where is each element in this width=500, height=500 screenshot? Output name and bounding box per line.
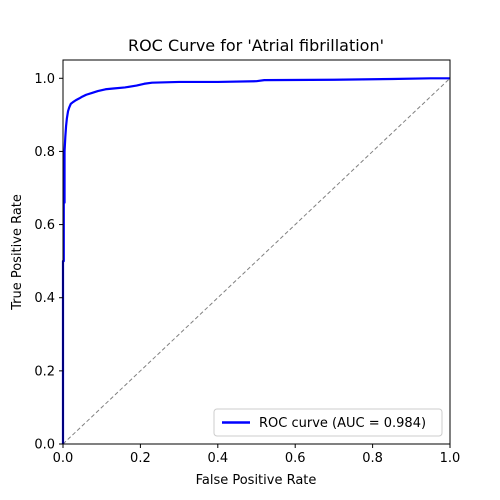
x-tick-label: 0.2 <box>130 451 151 466</box>
y-tick-label: 0.8 <box>34 145 55 160</box>
chance-diagonal-line <box>62 77 451 445</box>
plot-frame <box>62 59 451 445</box>
y-axis-label: True Positive Rate <box>10 194 25 311</box>
y-tick-label: 0.4 <box>34 291 55 306</box>
x-tick-label: 0.8 <box>362 451 383 466</box>
chart-title: ROC Curve for 'Atrial fibrillation' <box>128 36 384 55</box>
legend-box <box>213 408 443 437</box>
x-axis-label: False Positive Rate <box>196 473 317 488</box>
legend-label: ROC curve (AUC = 0.984) <box>259 416 426 431</box>
legend: ROC curve (AUC = 0.984) <box>213 408 443 437</box>
x-tick-label: 0.4 <box>207 451 228 466</box>
y-tick-label: 0.0 <box>34 438 55 453</box>
y-tick-label: 1.0 <box>34 72 55 87</box>
roc-curve-line <box>61 77 450 444</box>
x-tick-label: 0.0 <box>53 451 74 466</box>
x-tick-label: 1.0 <box>440 451 461 466</box>
y-tick-label: 0.6 <box>34 218 55 233</box>
x-tick-label: 0.6 <box>285 451 306 466</box>
y-tick-label: 0.2 <box>34 364 55 379</box>
